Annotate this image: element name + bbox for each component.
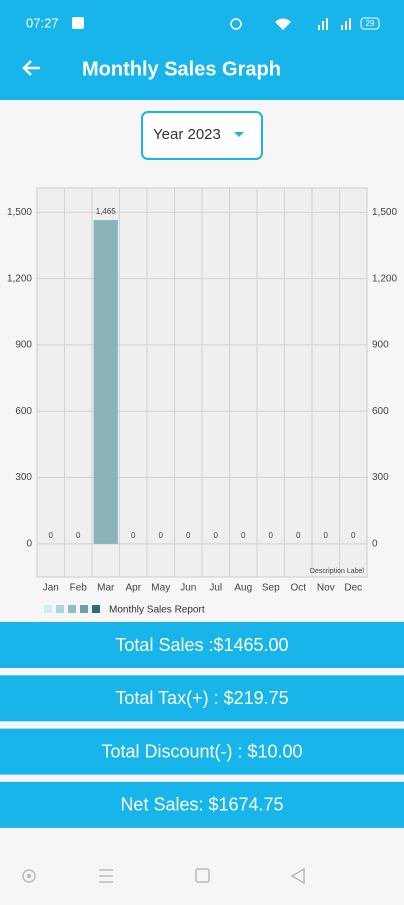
year-label: Year 2023 <box>153 126 221 143</box>
legend-swatch <box>68 605 76 613</box>
legend-swatch <box>92 605 100 613</box>
y-tick-label: 1,500 <box>7 207 32 218</box>
value-label: 0 <box>241 531 246 540</box>
y2-tick-label: 300 <box>372 472 389 483</box>
y-tick-label: 900 <box>15 340 32 351</box>
value-label: 0 <box>296 531 301 540</box>
value-label: 0 <box>49 531 54 540</box>
summary-text: Total Discount(-) : $10.00 <box>101 741 302 761</box>
description-label: Description Label <box>310 568 365 575</box>
y2-tick-label: 0 <box>372 538 378 549</box>
value-label: 0 <box>186 531 191 540</box>
value-label: 0 <box>269 531 274 540</box>
app-bar-bg <box>0 0 404 100</box>
x-tick-label: Aug <box>234 583 252 594</box>
year-dropdown[interactable] <box>141 111 263 160</box>
value-label: 0 <box>76 531 81 540</box>
summary-row <box>0 675 404 722</box>
y2-tick-label: 1,200 <box>372 273 397 284</box>
nav-bar <box>22 867 305 885</box>
x-tick-label: Jul <box>209 583 222 594</box>
x-tick-label: Feb <box>70 583 88 594</box>
chart: Jan Feb Mar Apr May Jun Jul Aug Sep Oct Nov Dec 0 0 30… <box>7 187 397 616</box>
legend-swatch <box>56 605 64 613</box>
x-tick-label: May <box>151 583 170 594</box>
x-tick-label: Jun <box>180 583 196 594</box>
y-tick-label: 0 <box>26 538 32 549</box>
status-time: 07:27 <box>26 15 59 30</box>
value-label: 0 <box>351 531 356 540</box>
dropdown-arrow <box>234 132 244 137</box>
value-label: 0 <box>131 531 136 540</box>
summary: Total Sales :$1465.00 Total Tax(+) : $219… <box>0 622 404 828</box>
summary-row <box>0 728 404 775</box>
summary-text: Net Sales: $1674.75 <box>120 795 283 815</box>
value-label: 0 <box>214 531 219 540</box>
summary-row <box>0 781 404 828</box>
x-tick-label: Sep <box>262 583 280 594</box>
value-label: 1,465 <box>96 207 117 216</box>
x-tick-label: Nov <box>317 583 335 594</box>
status-icon <box>72 17 84 29</box>
legend-swatch <box>44 605 52 613</box>
y2-tick-label: 1,500 <box>372 207 397 218</box>
value-label: 0 <box>324 531 329 540</box>
y-tick-label: 1,200 <box>7 273 32 284</box>
app-title: Monthly Sales Graph <box>82 58 281 80</box>
back-button[interactable] <box>22 60 40 76</box>
x-tick-label: Oct <box>290 583 306 594</box>
battery-level: 29 <box>366 19 375 28</box>
y2-tick-label: 600 <box>372 406 389 417</box>
summary-text: Total Sales :$1465.00 <box>115 635 288 655</box>
value-label: 0 <box>159 531 164 540</box>
x-tick-label: Mar <box>97 583 115 594</box>
y-tick-label: 300 <box>15 472 32 483</box>
summary-row <box>0 622 404 668</box>
bar <box>93 220 118 544</box>
battery <box>360 17 380 30</box>
legend-label: Monthly Sales Report <box>109 605 205 616</box>
y-tick-label: 600 <box>15 406 32 417</box>
x-tick-label: Jan <box>43 583 59 594</box>
x-tick-label: Dec <box>344 583 362 594</box>
x-tick-label: Apr <box>125 583 141 594</box>
legend-swatch <box>80 605 88 613</box>
summary-text: Total Tax(+) : $219.75 <box>115 688 288 708</box>
y2-tick-label: 900 <box>372 340 389 351</box>
status-icons <box>230 18 351 30</box>
